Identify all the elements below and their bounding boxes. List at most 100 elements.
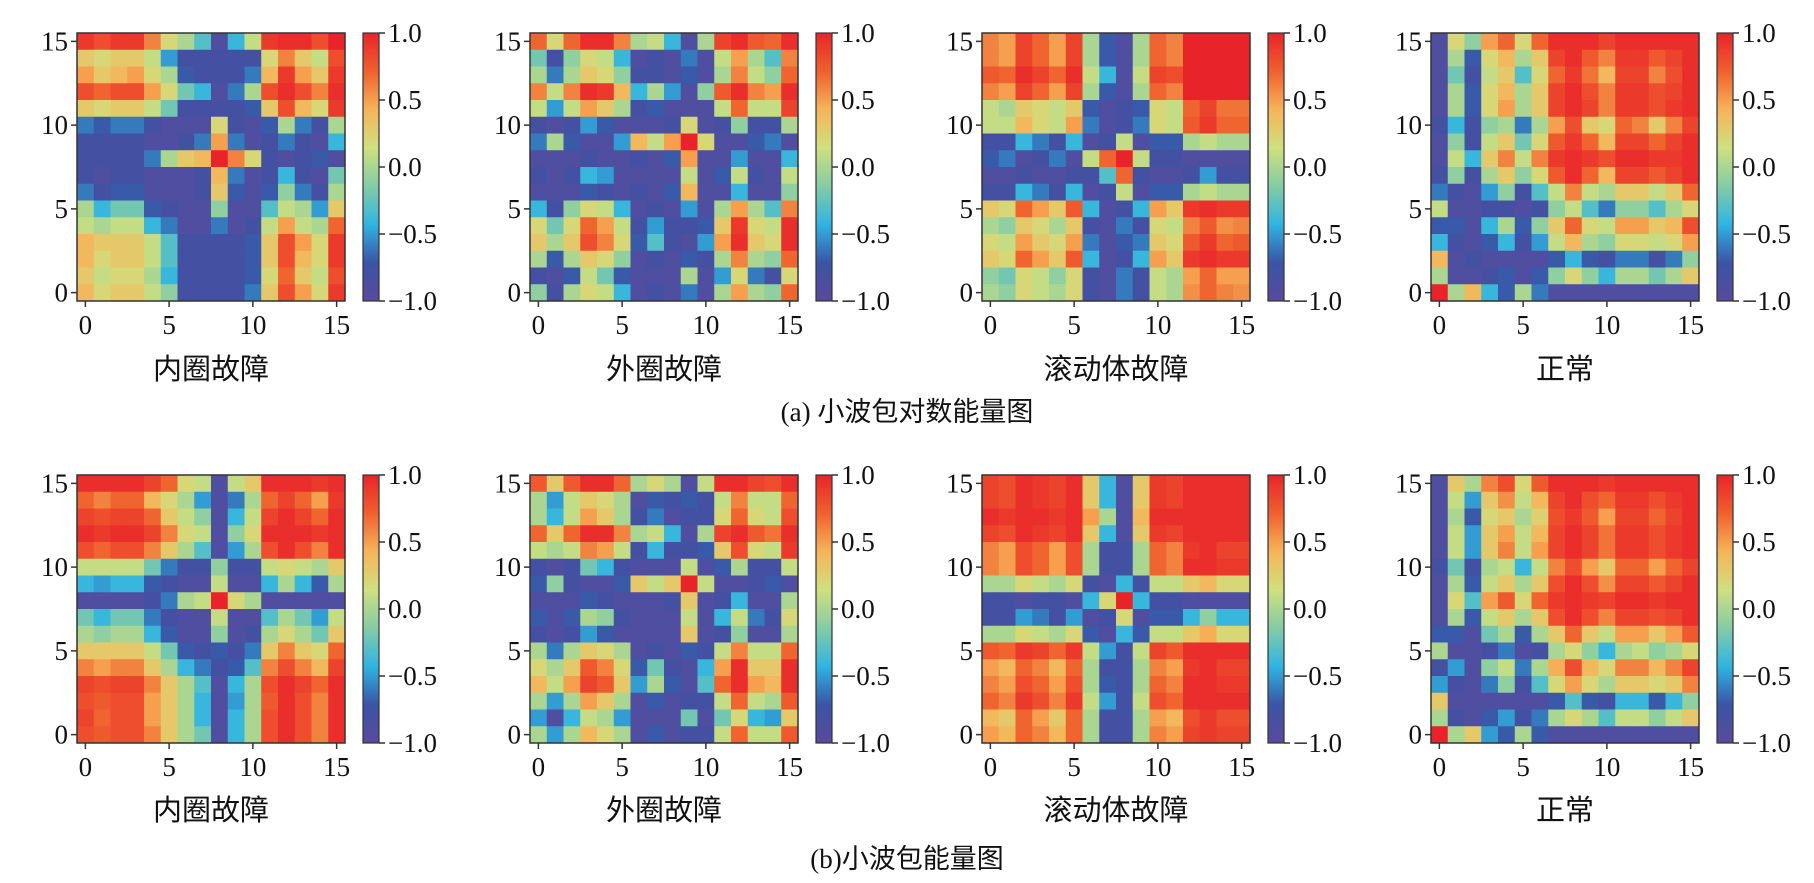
heatmap-cell	[764, 167, 782, 185]
heatmap-cell	[1498, 575, 1516, 593]
heatmap-cell	[563, 66, 581, 84]
heatmap-cell	[1531, 66, 1549, 84]
heatmap-cell	[1082, 575, 1100, 593]
heatmap-cell	[1615, 183, 1633, 201]
colorbar-tick-label: 1.0	[841, 18, 875, 48]
heatmap-cell	[1648, 66, 1666, 84]
heatmap-cell	[546, 183, 564, 201]
heatmap-cell	[697, 267, 715, 285]
heatmap-cell	[563, 676, 581, 694]
x-tick-label: 10	[1144, 752, 1171, 782]
heatmap-cell	[731, 100, 749, 118]
heatmap-cell	[1498, 267, 1516, 285]
colorbar-tick-label: −0.5	[1742, 661, 1791, 691]
heatmap-cell	[261, 116, 279, 134]
heatmap-cell	[294, 592, 312, 610]
heatmap-cell	[278, 183, 296, 201]
heatmap-cell	[1015, 284, 1033, 302]
heatmap-cell	[1665, 217, 1683, 235]
heatmap-cell	[1116, 167, 1134, 185]
heatmap-cell	[597, 558, 615, 576]
heatmap-cell	[747, 200, 765, 218]
heatmap-cell	[160, 575, 178, 593]
heatmap-cell	[194, 83, 212, 101]
heatmap-cell	[211, 49, 229, 67]
heatmap-cell	[1199, 575, 1217, 593]
heatmap-cell	[1015, 609, 1033, 627]
heatmap-cell	[764, 525, 782, 543]
x-tick-label: 15	[1228, 752, 1255, 782]
heatmap-cell	[1665, 66, 1683, 84]
heatmap-cell	[1015, 659, 1033, 677]
heatmap-cell	[680, 150, 698, 168]
heatmap-cell	[328, 133, 346, 151]
heatmap-cell	[1682, 200, 1700, 218]
heatmap-cell	[1431, 558, 1449, 576]
heatmap-cell	[1199, 200, 1217, 218]
heatmap-cell	[1166, 284, 1184, 302]
heatmap-cell	[244, 183, 262, 201]
heatmap-cell	[77, 692, 95, 710]
heatmap-cell	[1498, 625, 1516, 643]
heatmap-cell	[1464, 659, 1482, 677]
heatmap-cell	[1531, 33, 1549, 51]
heatmap-cell	[93, 133, 111, 151]
heatmap-cell	[580, 558, 598, 576]
colorbar-tick-label: −1.0	[1293, 286, 1342, 316]
heatmap-cell	[613, 558, 631, 576]
heatmap-cell	[647, 659, 665, 677]
x-tick-label: 5	[615, 752, 629, 782]
heatmap-cell	[278, 66, 296, 84]
heatmap-cell	[680, 250, 698, 268]
heatmap-cell	[177, 183, 195, 201]
heatmap-cell	[1514, 592, 1532, 610]
heatmap-cell	[1565, 508, 1583, 526]
heatmap-cell	[227, 234, 245, 252]
heatmap-cell	[1615, 267, 1633, 285]
heatmap-cell	[1665, 267, 1683, 285]
heatmap-cell	[1431, 100, 1449, 118]
heatmap-cell	[982, 575, 1000, 593]
heatmap-cell	[278, 116, 296, 134]
heatmap-cell	[1216, 100, 1234, 118]
heatmap-cell	[781, 575, 799, 593]
y-tick-label: 5	[1409, 194, 1423, 224]
heatmap-cell	[580, 676, 598, 694]
heatmap-cell	[211, 234, 229, 252]
heatmap-cell	[160, 167, 178, 185]
heatmap-cell	[781, 508, 799, 526]
heatmap-cell	[647, 100, 665, 118]
heatmap-cell	[1648, 508, 1666, 526]
heatmap-cell	[261, 100, 279, 118]
heatmap-cell	[1183, 692, 1201, 710]
heatmap-cell	[160, 525, 178, 543]
heatmap-cell	[93, 558, 111, 576]
heatmap-cell	[1099, 183, 1117, 201]
heatmap-cell	[1132, 542, 1150, 560]
heatmap-cell	[597, 183, 615, 201]
heatmap-cell	[1116, 217, 1134, 235]
heatmap-cell	[1565, 525, 1583, 543]
heatmap-cell	[1514, 475, 1532, 493]
heatmap-cell	[1615, 133, 1633, 151]
heatmap-cell	[580, 250, 598, 268]
heatmap-cell	[294, 66, 312, 84]
heatmap-cell	[597, 100, 615, 118]
heatmap-cell	[127, 676, 145, 694]
heatmap-cell	[110, 558, 128, 576]
heatmap-cell	[1565, 116, 1583, 134]
heatmap-cell	[1548, 726, 1566, 744]
heatmap-cell	[1099, 284, 1117, 302]
heatmap-cell	[278, 83, 296, 101]
heatmap-cell	[1565, 150, 1583, 168]
heatmap-cell	[747, 100, 765, 118]
heatmap-cell	[1632, 609, 1650, 627]
heatmap-cell	[982, 659, 1000, 677]
heatmap-cell	[278, 609, 296, 627]
heatmap-cell	[1431, 284, 1449, 302]
heatmap-cell	[1065, 491, 1083, 509]
heatmap-cell	[93, 234, 111, 252]
heatmap-cell	[764, 575, 782, 593]
heatmap-cell	[1615, 592, 1633, 610]
heatmap-cell	[1447, 133, 1465, 151]
